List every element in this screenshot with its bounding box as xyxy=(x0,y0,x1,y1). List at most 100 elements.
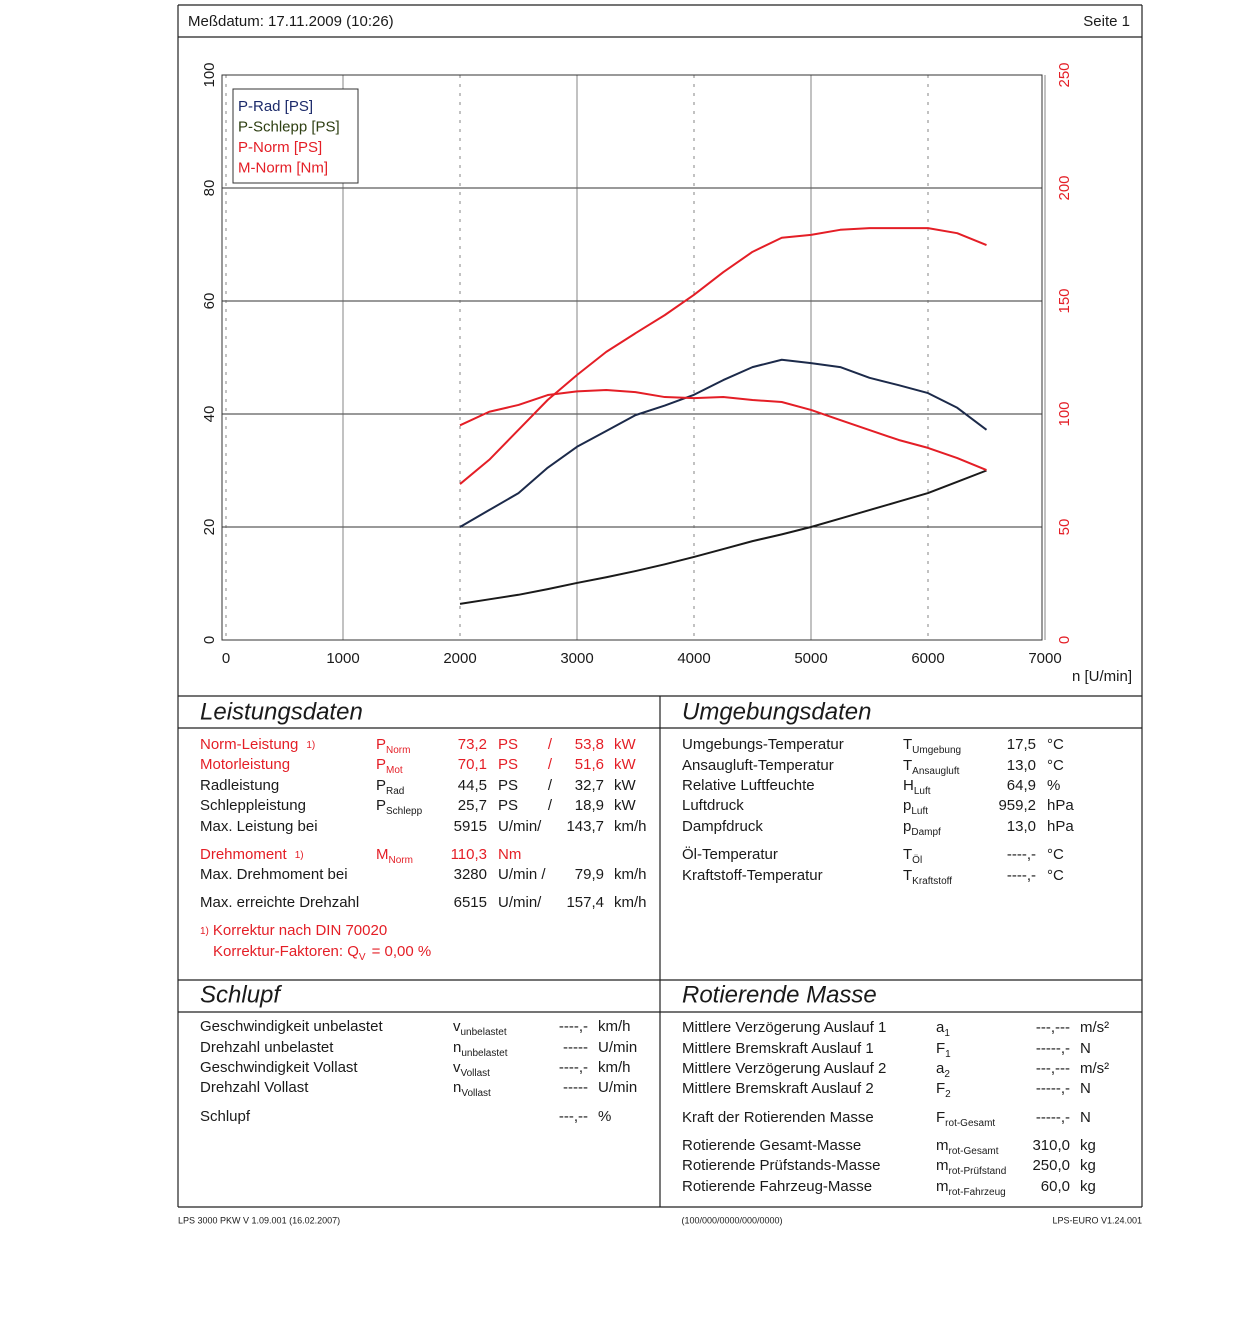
symbol: HLuft xyxy=(903,777,931,797)
symbol-sub: rot-Fahrzeug xyxy=(949,1187,1006,1198)
symbol-sub: Rad xyxy=(386,786,404,797)
row-label: Motorleistung xyxy=(200,756,290,773)
row-value: -----,- xyxy=(1036,1109,1070,1126)
cell-v2: 18,9 xyxy=(575,797,604,814)
section-title: Umgebungsdaten xyxy=(682,698,871,725)
symbol: a2 xyxy=(936,1060,950,1080)
symbol-sub: rot-Gesamt xyxy=(945,1118,995,1129)
series-line xyxy=(459,389,987,471)
row-unit: kg xyxy=(1080,1137,1096,1154)
y2-tick-label: 0 xyxy=(1056,636,1073,644)
symbol: mrot-Gesamt xyxy=(936,1137,999,1157)
cell-u2: kW xyxy=(614,797,637,814)
row-value: 17,5 xyxy=(1007,736,1036,753)
row-label: Rotierende Gesamt-Masse xyxy=(682,1137,861,1154)
row-unit: hPa xyxy=(1047,797,1074,814)
symbol-main: T xyxy=(903,846,912,863)
row-label: Max. Drehmoment bei xyxy=(200,866,348,883)
row-label: Kraftstoff-Temperatur xyxy=(682,867,823,884)
row-label: Relative Luftfeuchte xyxy=(682,777,815,794)
symbol-main: M xyxy=(376,846,389,863)
row-value: ----,- xyxy=(559,1059,588,1076)
legend-box xyxy=(232,88,359,184)
symbol-main: p xyxy=(903,818,911,835)
row-value: 310,0 xyxy=(1032,1137,1070,1154)
symbol-main: m xyxy=(936,1137,949,1154)
row-label: Luftdruck xyxy=(682,797,744,814)
label-text: Radleistung xyxy=(200,777,279,794)
row-unit: km/h xyxy=(598,1018,631,1035)
symbol-main: v xyxy=(453,1059,461,1076)
row-label: Drehmoment 1) xyxy=(200,846,304,863)
row-value: ----,- xyxy=(1007,846,1036,863)
row-unit: m/s² xyxy=(1080,1060,1109,1077)
row-unit: m/s² xyxy=(1080,1019,1109,1036)
row-unit: N xyxy=(1080,1109,1091,1126)
row-unit: U/min xyxy=(598,1079,637,1096)
symbol-main: F xyxy=(936,1109,945,1126)
series-line xyxy=(459,358,988,528)
cell-v2: 143,7 xyxy=(566,818,604,835)
row-label: Radleistung xyxy=(200,777,279,794)
section-title: Leistungsdaten xyxy=(200,698,363,725)
row-unit: N xyxy=(1080,1040,1091,1057)
symbol-sub: Umgebung xyxy=(912,745,961,756)
symbol-main: n xyxy=(453,1039,461,1056)
row-label: Drehzahl Vollast xyxy=(200,1079,309,1096)
symbol-sub: Dampf xyxy=(911,827,941,838)
symbol: nVollast xyxy=(453,1079,491,1099)
symbol-main: P xyxy=(376,756,386,773)
row-label: Kraft der Rotierenden Masse xyxy=(682,1109,874,1126)
row-unit: N xyxy=(1080,1080,1091,1097)
label-text: Max. erreichte Drehzahl xyxy=(200,894,359,911)
symbol: F1 xyxy=(936,1040,951,1060)
symbol-sub: Norm xyxy=(389,855,413,866)
factor-sub: V xyxy=(359,952,366,963)
symbol-sub: Luft xyxy=(911,806,928,817)
row-label: Max. Leistung bei xyxy=(200,818,318,835)
row-unit: % xyxy=(598,1108,611,1125)
y-tick-label: 0 xyxy=(201,636,218,644)
x-tick-label: 4000 xyxy=(677,650,710,667)
symbol-main: v xyxy=(453,1018,461,1035)
y2-tick-label: 100 xyxy=(1056,401,1073,426)
symbol-main: T xyxy=(903,867,912,884)
cell-v2: 53,8 xyxy=(575,736,604,753)
symbol: pDampf xyxy=(903,818,941,838)
symbol: vunbelastet xyxy=(453,1018,507,1038)
symbol: F2 xyxy=(936,1080,951,1100)
y-tick-label: 80 xyxy=(201,180,218,197)
series-line xyxy=(459,227,987,485)
x-tick-label: 2000 xyxy=(443,650,476,667)
symbol-main: m xyxy=(936,1178,949,1195)
legend-entry: P-Norm [PS] xyxy=(238,139,322,156)
symbol-sub: Kraftstoff xyxy=(912,876,952,887)
row-label: Umgebungs-Temperatur xyxy=(682,736,844,753)
cell-v1: 25,7 xyxy=(458,797,487,814)
legend-entry: P-Rad [PS] xyxy=(238,98,313,115)
symbol-main: F xyxy=(936,1040,945,1057)
symbol-sub: 2 xyxy=(944,1069,950,1080)
row-label: Schleppleistung xyxy=(200,797,306,814)
label-text: Max. Drehmoment bei xyxy=(200,866,348,883)
row-value: ---,-- xyxy=(559,1108,588,1125)
row-label: Rotierende Fahrzeug-Masse xyxy=(682,1178,872,1195)
row-label: Rotierende Prüfstands-Masse xyxy=(682,1157,880,1174)
row-value: -----,- xyxy=(1036,1080,1070,1097)
symbol-sub: rot-Prüfstand xyxy=(949,1166,1007,1177)
symbol-main: m xyxy=(936,1157,949,1174)
row-label: Geschwindigkeit Vollast xyxy=(200,1059,358,1076)
row-label: Mittlere Bremskraft Auslauf 2 xyxy=(682,1080,874,1097)
symbol: TUmgebung xyxy=(903,736,961,756)
cell-u1: U/min / xyxy=(498,866,546,883)
symbol-sub: Vollast xyxy=(461,1068,491,1079)
symbol-main: n xyxy=(453,1079,461,1096)
row-label: Max. erreichte Drehzahl xyxy=(200,894,359,911)
cell-u2: km/h xyxy=(614,894,647,911)
label-text: Norm-Leistung xyxy=(200,736,298,753)
y2-tick-label: 50 xyxy=(1056,519,1073,536)
row-unit: °C xyxy=(1047,736,1064,753)
row-unit: °C xyxy=(1047,867,1064,884)
footer-right: LPS-EURO V1.24.001 xyxy=(1052,1215,1142,1225)
